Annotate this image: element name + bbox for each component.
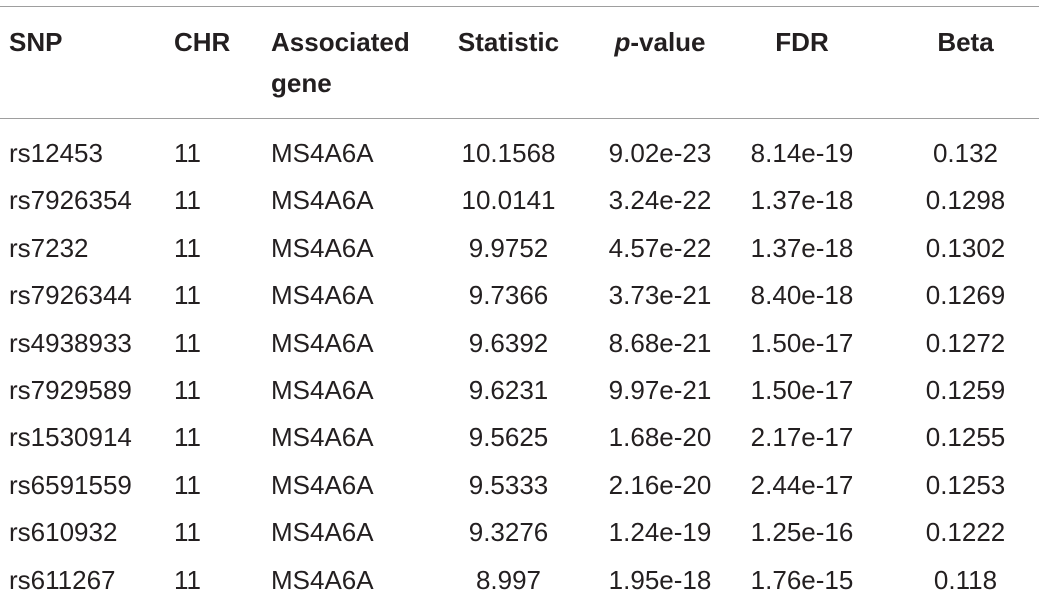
- cell-snp: rs7926344: [9, 280, 132, 311]
- cell-statistic: 9.3276: [468, 517, 549, 548]
- cell-snp: rs6591559: [9, 469, 132, 500]
- cell-snp: rs12453: [9, 138, 103, 168]
- cell-fdr: 1.37e-18: [750, 232, 854, 263]
- cell-chr: 11: [174, 564, 201, 595]
- cell-chr: 11: [174, 469, 201, 500]
- cell-fdr: 1.50e-17: [750, 375, 854, 405]
- header-associated-gene-line1: Associated: [271, 27, 410, 57]
- cell-chr: 11: [174, 138, 201, 168]
- cell-statistic: 9.5333: [468, 469, 549, 500]
- cell-statistic: 10.1568: [461, 138, 556, 168]
- cell-p-value: 8.68e-21: [608, 327, 712, 358]
- cell-p-value: 4.57e-22: [608, 232, 712, 263]
- cell-snp: rs611267: [9, 564, 116, 595]
- cell-chr: 11: [174, 517, 201, 548]
- cell-gene: MS4A6A: [271, 564, 374, 595]
- cell-statistic: 9.6392: [468, 327, 549, 358]
- cell-beta: 0.1253: [925, 469, 1006, 500]
- cell-beta: 0.1272: [925, 327, 1006, 358]
- header-bottom-rule: [0, 118, 1039, 119]
- cell-fdr: 2.44e-17: [750, 469, 854, 500]
- cell-fdr: 2.17e-17: [750, 422, 854, 453]
- header-p-value: p-value: [590, 29, 730, 55]
- cell-fdr: 1.50e-17: [750, 327, 854, 358]
- cell-snp: rs7926354: [9, 185, 132, 216]
- cell-gene: MS4A6A: [271, 469, 374, 500]
- cell-statistic: 8.997: [475, 564, 542, 595]
- header-snp: SNP: [9, 27, 63, 57]
- cell-gene: MS4A6A: [271, 138, 374, 168]
- cell-p-value: 9.02e-23: [608, 138, 712, 168]
- cell-beta: 0.118: [933, 564, 998, 595]
- cell-gene: MS4A6A: [271, 280, 374, 311]
- cell-chr: 11: [174, 232, 201, 263]
- cell-gene: MS4A6A: [271, 185, 374, 216]
- cell-p-value: 2.16e-20: [608, 469, 712, 500]
- cell-fdr: 1.76e-15: [750, 564, 854, 595]
- cell-snp: rs7232: [9, 232, 89, 263]
- cell-chr: 11: [174, 280, 201, 311]
- cell-gene: MS4A6A: [271, 375, 374, 405]
- header-fdr: FDR: [775, 27, 829, 57]
- header-chr: CHR: [174, 27, 231, 57]
- cell-chr: 11: [174, 327, 201, 358]
- cell-beta: 0.1269: [925, 280, 1006, 311]
- cell-beta: 0.1259: [925, 375, 1006, 405]
- cell-chr: 11: [174, 375, 201, 405]
- cell-gene: MS4A6A: [271, 517, 374, 548]
- cell-p-value: 1.68e-20: [608, 422, 712, 453]
- cell-beta: 0.1222: [925, 517, 1006, 548]
- cell-fdr: 8.40e-18: [750, 280, 854, 311]
- cell-gene: MS4A6A: [271, 232, 374, 263]
- cell-statistic: 9.6231: [468, 375, 549, 405]
- cell-chr: 11: [174, 185, 201, 216]
- header-p-value-rest: -value: [630, 27, 706, 57]
- cell-statistic: 10.0141: [461, 185, 556, 216]
- cell-chr: 11: [174, 422, 201, 453]
- cell-p-value: 3.73e-21: [608, 280, 712, 311]
- cell-snp: rs1530914: [9, 422, 132, 453]
- cell-beta: 0.1302: [925, 232, 1006, 263]
- cell-fdr: 1.37e-18: [750, 185, 854, 216]
- cell-p-value: 9.97e-21: [608, 375, 712, 405]
- cell-p-value: 1.95e-18: [608, 564, 712, 595]
- cell-beta: 0.1255: [925, 422, 1006, 453]
- cell-p-value: 3.24e-22: [608, 185, 712, 216]
- cell-fdr: 8.14e-19: [750, 138, 854, 168]
- cell-statistic: 9.9752: [468, 232, 549, 263]
- cell-beta: 0.1298: [925, 185, 1006, 216]
- header-p-value-italic: p: [614, 27, 631, 57]
- cell-gene: MS4A6A: [271, 422, 374, 453]
- cell-p-value: 1.24e-19: [608, 517, 712, 548]
- cell-snp: rs610932: [9, 517, 118, 548]
- header-associated-gene-line2: gene: [271, 68, 332, 98]
- cell-statistic: 9.7366: [468, 280, 549, 311]
- cell-snp: rs4938933: [9, 327, 132, 358]
- cell-beta: 0.132: [932, 138, 999, 168]
- header-statistic: Statistic: [457, 27, 560, 57]
- header-beta: Beta: [937, 27, 994, 57]
- table-top-rule: [0, 6, 1039, 7]
- cell-fdr: 1.25e-16: [750, 517, 854, 548]
- cell-statistic: 9.5625: [468, 422, 549, 453]
- cell-snp: rs7929589: [9, 375, 132, 405]
- cell-gene: MS4A6A: [271, 327, 374, 358]
